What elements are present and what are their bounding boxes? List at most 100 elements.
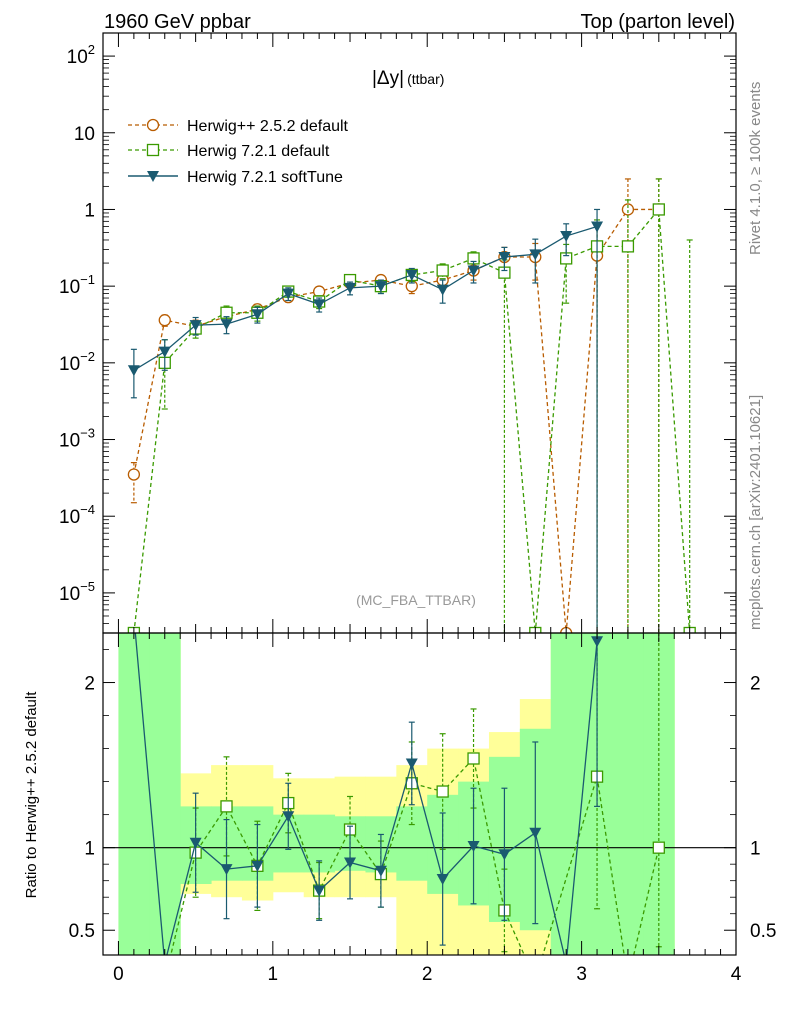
point-herwig-721-softtune-2 [189,320,202,332]
ratio-xtick-label-0: 0 [113,964,124,985]
point-herwig-721-softtune-9 [405,269,418,281]
plot-title-main: |Δy| [372,68,404,89]
ratio-point-herwig-721-default-10 [436,785,449,798]
ratio-ytick-label-right-0: 0.5 [750,921,776,942]
ratio-xtick-label-1: 1 [268,964,279,985]
ratio-point-herwig-721-softtune-2 [189,837,202,849]
legend-label-herwigpp-252: Herwig++ 2.5.2 default [187,118,349,135]
legend-item-herwig-721-default: Herwig 7.2.1 default [128,143,330,160]
header-left: 1960 GeV ppbar [104,11,251,33]
ratio-point-herwig-721-softtune-11 [467,841,480,853]
legend: Herwig++ 2.5.2 default Herwig 7.2.1 defa… [128,118,349,186]
main-panel [127,178,696,633]
ratio-point-herwig-721-softtune-3 [220,864,233,876]
ratio-ytick-label-left-1: 1 [84,839,95,860]
main-ytick-label-0: 10−5 [59,579,95,605]
point-herwig-721-softtune-4 [251,309,264,321]
main-ytick-label-base-3: 10 [59,354,80,375]
main-ytick-label-4: 10−1 [59,272,95,298]
main-ytick-label-exp-2: −3 [80,426,95,441]
ratio-band-green-bin-0 [118,633,150,955]
ratio-series-herwig-721-softtune [134,633,604,955]
legend-label-herwig-721-softtune: Herwig 7.2.1 softTune [187,169,343,186]
main-ytick-label-base-6: 10 [74,124,95,145]
main-ytick-label-3: 10−2 [59,349,95,375]
legend-marker-herwigpp-252 [146,118,160,132]
point-herwig-721-softtune-7 [344,282,357,294]
point-herwig-721-default-10 [436,264,449,277]
ratio-xtick-label-2: 2 [422,964,433,985]
ratio-point-herwig-721-default-3 [220,800,233,813]
ratio-ylabel: Ratio to Herwig++ 2.5.2 default [23,691,40,899]
point-herwigpp-252-0 [127,468,141,481]
ratio-point-herwig-721-softtune-12 [498,849,511,861]
ratio-point-herwig-721-softtune-8 [374,865,387,877]
point-herwig-721-softtune-1 [158,346,171,358]
main-ytick-label-exp-3: −2 [80,349,95,364]
legend-marker-herwig-721-default [146,143,160,157]
main-ytick-label-exp-1: −4 [80,502,95,517]
main-ytick-label-base-0: 10 [59,584,80,605]
ratio-ytick-label-right-2: 2 [750,674,761,695]
legend-item-herwig-721-softtune: Herwig 7.2.1 softTune [128,169,343,186]
point-herwig-721-softtune-5 [282,288,295,300]
main-ytick-label-1: 10−4 [59,502,95,528]
legend-marker-herwig-721-softtune [147,171,159,182]
ratio-point-herwig-721-softtune-10 [436,874,449,886]
series-line-herwig-721-softtune [133,225,598,371]
point-herwig-721-softtune-0 [127,365,140,377]
series-herwig-721-softtune [127,208,604,633]
point-herwigpp-252-1 [158,314,171,327]
main-ytick-label-2: 10−3 [59,426,95,452]
ratio-line-herwig-721-default [170,757,660,955]
ratio-point-herwig-721-softtune-15 [591,636,604,648]
point-herwig-721-softtune-6 [313,299,326,311]
main-ytick-label-exp-4: −1 [80,272,95,287]
ratio-point-herwig-721-softtune-6 [313,885,326,897]
plot-title: |Δy| (ttbar) [372,68,444,89]
side-label-top: Rivet 4.1.0, ≥ 100k events [747,82,764,255]
point-herwig-721-default-16 [621,240,635,253]
point-herwig-721-softtune-10 [436,284,449,296]
ratio-point-herwig-721-default-11 [467,752,480,765]
main-ytick-label-exp-0: −5 [80,579,95,594]
ratio-point-herwig-721-default-17 [652,841,665,854]
ratio-band-green-bin-16 [612,633,644,955]
header-right: Top (parton level) [580,11,735,33]
ratio-ytick-label-left-0: 0.5 [69,921,95,942]
ratio-ytick-label-right-1: 1 [750,839,761,860]
main-ytick-label-6: 10 [74,124,95,145]
side-label-bottom: mcplots.cern.ch [arXiv:2401.10621] [747,395,764,630]
point-herwig-721-default-17 [652,203,665,216]
ratio-xtick-label-3: 3 [576,964,587,985]
main-ytick-label-base-7: 10 [67,47,88,68]
ratio-band-green-bin-1 [149,633,181,955]
series-line-herwigpp-252 [133,208,659,633]
main-ytick-label-7: 102 [67,42,95,68]
point-herwig-721-softtune-13 [529,249,542,261]
main-ytick-label-base-4: 10 [59,277,80,298]
main-ytick-label-base-2: 10 [59,431,80,452]
point-herwig-721-softtune-14 [560,231,573,243]
ratio-xtick-label-4: 4 [731,964,742,985]
ratio-point-herwig-721-softtune-4 [251,860,264,872]
ratio-band-green-bin-14 [550,633,583,955]
ratio-panel [103,633,736,955]
main-ytick-label-5: 1 [84,200,95,221]
ratio-point-herwig-721-softtune-7 [344,857,357,869]
legend-item-herwigpp-252: Herwig++ 2.5.2 default [128,118,349,135]
ratio-frame [102,632,737,956]
plot-title-sub: (ttbar) [407,71,444,87]
ratio-point-herwig-721-softtune-13 [529,827,542,839]
point-herwig-721-softtune-15 [591,221,604,233]
point-herwig-721-softtune-12 [498,251,511,263]
point-herwigpp-252-16 [621,203,635,216]
point-herwig-721-softtune-11 [467,265,480,277]
ratio-point-herwig-721-softtune-9 [405,758,418,770]
main-ytick-label-base-1: 10 [59,507,80,528]
ratio-ytick-label-left-2: 2 [84,674,95,695]
main-ytick-label-base-5: 1 [84,200,95,221]
main-ytick-label-exp-7: 2 [88,42,95,57]
